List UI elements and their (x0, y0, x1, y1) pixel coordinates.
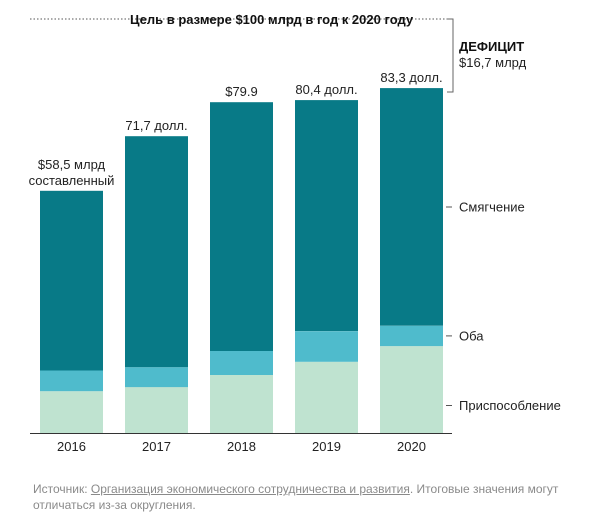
x-tick-label-2019: 2019 (312, 439, 341, 454)
total-label-2018: $79.9 (225, 84, 258, 99)
bar-segment-2019-1 (295, 361, 358, 433)
source-note: Источник: Организация экономического сот… (33, 481, 593, 513)
total-label-2016-1: $58,5 млрд (38, 157, 106, 172)
total-label-2019: 80,4 долл. (295, 82, 357, 97)
x-tick-label-2018: 2018 (227, 439, 256, 454)
x-tick-label-2017: 2017 (142, 439, 171, 454)
bar-segment-2016-2 (40, 370, 103, 392)
x-tick-label-2020: 2020 (397, 439, 426, 454)
deficit-bracket (447, 18, 454, 93)
bar-segment-2017-2 (125, 367, 188, 388)
legend-label-1: Приспособление (459, 398, 561, 413)
deficit-title: ДЕФИЦИТ (459, 39, 524, 54)
legend-label-3: Смягчение (459, 200, 525, 215)
bar-segment-2016-1 (40, 391, 103, 433)
bar-segment-2018-2 (210, 351, 273, 375)
total-label-2017: 71,7 долл. (125, 118, 187, 133)
legend-label-2: Оба (459, 328, 484, 343)
source-link[interactable]: Организация экономического сотрудничеств… (90, 482, 410, 496)
bar-segment-2016-3 (40, 190, 103, 371)
deficit-value: $16,7 млрд (459, 55, 527, 70)
source-prefix: Источник: (33, 482, 91, 496)
bar-segment-2019-3 (295, 100, 358, 332)
total-label-2016-2: составленный (29, 173, 115, 188)
bar-segment-2017-1 (125, 387, 188, 433)
bar-segment-2018-3 (210, 102, 273, 351)
total-label-2020: 83,3 долл. (380, 70, 442, 85)
bar-segment-2018-1 (210, 375, 273, 433)
bar-segment-2017-3 (125, 136, 188, 368)
bar-segment-2019-2 (295, 331, 358, 362)
bar-segment-2020-1 (380, 346, 443, 433)
x-tick-label-2016: 2016 (57, 439, 86, 454)
bar-segment-2020-3 (380, 88, 443, 326)
target-label: Цель в размере $100 млрд в год к 2020 го… (130, 12, 414, 27)
source-suffix: . Итоговые значения могут отличаться из-… (33, 482, 559, 512)
bar-segment-2020-2 (380, 325, 443, 347)
